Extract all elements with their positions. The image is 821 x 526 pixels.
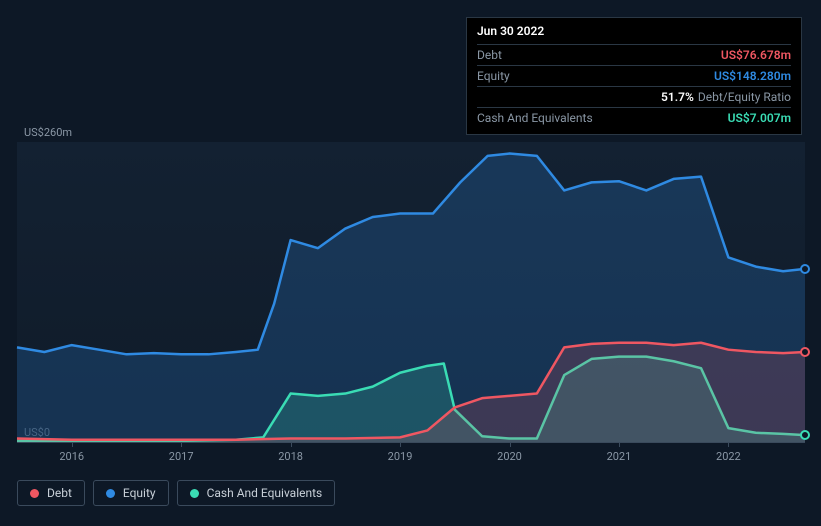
- x-axis-label: 2018: [278, 450, 303, 463]
- tooltip-row-label: Cash And Equivalents: [477, 111, 593, 125]
- chart-tooltip: Jun 30 2022 Debt US$76.678m Equity US$148.2…: [466, 17, 802, 135]
- x-axis-label: 2019: [388, 450, 413, 463]
- tooltip-row: Debt US$76.678m: [477, 44, 791, 65]
- x-axis-label: 2020: [497, 450, 522, 463]
- x-axis-line: [17, 442, 805, 443]
- x-axis-tickmark: [619, 442, 620, 447]
- legend-item-equity[interactable]: Equity: [93, 480, 169, 506]
- tooltip-row-label: Debt: [477, 48, 502, 62]
- legend-item-debt[interactable]: Debt: [17, 480, 85, 506]
- tooltip-row: 51.7%Debt/Equity Ratio: [477, 86, 791, 107]
- cash-end-marker: [800, 430, 810, 440]
- chart-svg: [17, 142, 805, 442]
- x-axis-label: 2016: [59, 450, 84, 463]
- tooltip-row-value: 51.7%Debt/Equity Ratio: [661, 90, 791, 104]
- equity-end-marker: [800, 264, 810, 274]
- x-axis-label: 2022: [716, 450, 741, 463]
- x-axis-tickmark: [728, 442, 729, 447]
- tooltip-row-value: US$148.280m: [714, 69, 791, 83]
- x-axis-tickmark: [181, 442, 182, 447]
- legend-item-label: Cash And Equivalents: [207, 486, 323, 500]
- debt-swatch-icon: [30, 489, 39, 498]
- chart-legend: Debt Equity Cash And Equivalents: [17, 480, 335, 506]
- tooltip-row: Cash And Equivalents US$7.007m: [477, 107, 791, 128]
- tooltip-row-value: US$76.678m: [721, 48, 791, 62]
- tooltip-row-label: Equity: [477, 69, 510, 83]
- debt-end-marker: [800, 347, 810, 357]
- x-axis-tickmark: [510, 442, 511, 447]
- x-axis-label: 2021: [607, 450, 632, 463]
- tooltip-row-sublabel: Debt/Equity Ratio: [698, 90, 791, 104]
- x-axis-tickmark: [291, 442, 292, 447]
- legend-item-cash[interactable]: Cash And Equivalents: [177, 480, 336, 506]
- financial-chart-container: { "chart": { "type": "area", "width_px":…: [0, 0, 821, 526]
- x-axis-tickmark: [72, 442, 73, 447]
- equity-swatch-icon: [106, 489, 115, 498]
- y-axis-label-max: US$260m: [24, 126, 72, 139]
- x-axis-tickmark: [400, 442, 401, 447]
- legend-item-label: Equity: [123, 486, 156, 500]
- tooltip-date: Jun 30 2022: [477, 24, 791, 42]
- cash-swatch-icon: [190, 489, 199, 498]
- legend-item-label: Debt: [47, 486, 72, 500]
- tooltip-row: Equity US$148.280m: [477, 65, 791, 86]
- tooltip-row-value: US$7.007m: [728, 111, 791, 125]
- x-axis-label: 2017: [169, 450, 194, 463]
